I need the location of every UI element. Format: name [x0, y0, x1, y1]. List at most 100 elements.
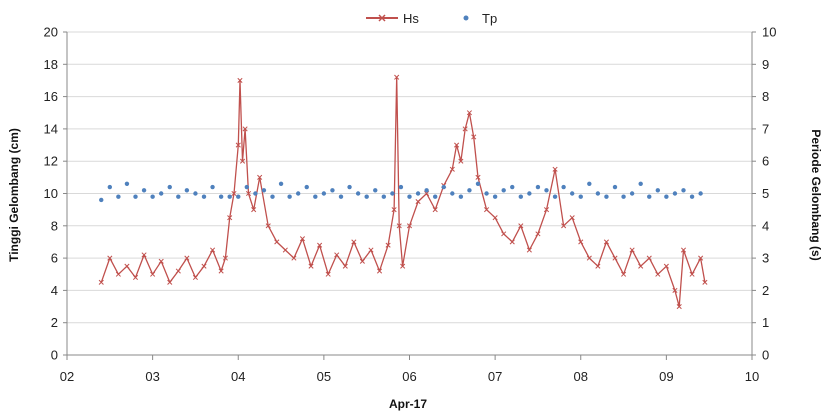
hs-point — [462, 126, 468, 132]
y2-tick-label-5: 5 — [762, 186, 769, 201]
hs-point — [227, 215, 233, 221]
tp-point — [398, 184, 404, 190]
hs-point — [466, 110, 472, 116]
hs-point — [359, 258, 365, 264]
hs-point — [432, 207, 438, 213]
tp-point — [561, 184, 566, 190]
y-tick-label-20: 20 — [44, 25, 58, 40]
hs-point — [385, 242, 391, 248]
hs-point — [612, 255, 618, 261]
x-tick-label-3: 03 — [145, 369, 159, 384]
tp-point — [510, 184, 515, 190]
y-tick-label-18: 18 — [44, 57, 58, 72]
x-tick-label-6: 06 — [402, 369, 416, 384]
hs-point — [655, 271, 661, 277]
hs-point — [535, 231, 541, 237]
tp-point — [330, 188, 335, 193]
hs-point — [621, 271, 627, 277]
tp-point — [595, 191, 601, 196]
hs-point — [586, 255, 592, 261]
tp-point — [681, 188, 686, 193]
y2-tick-label-0: 0 — [762, 348, 769, 363]
tp-point — [552, 194, 558, 199]
hs-point — [492, 215, 498, 221]
hs-point — [251, 207, 257, 213]
y2-tick-label-1: 1 — [762, 315, 769, 330]
hs-point — [274, 239, 280, 245]
tp-point — [441, 184, 446, 190]
tp-point — [261, 188, 267, 193]
hs-point — [334, 252, 340, 258]
y-tick-label-0: 0 — [51, 348, 58, 363]
hs-point — [245, 190, 252, 197]
hs-point — [107, 255, 113, 261]
hs-point — [475, 174, 481, 180]
hs-point — [689, 271, 695, 277]
hs-point — [141, 252, 147, 258]
tp-point — [698, 191, 703, 196]
x-tick-label-5: 05 — [317, 369, 331, 384]
tp-point — [278, 181, 284, 187]
tp-point — [176, 194, 181, 199]
hs-point — [239, 158, 246, 164]
hs-point — [291, 255, 297, 261]
hs-point — [552, 166, 558, 172]
hs-point — [115, 271, 121, 277]
hs-point — [325, 271, 331, 277]
hs-point — [702, 279, 708, 285]
hs-point — [458, 158, 464, 164]
y-tick-label-10: 10 — [44, 186, 58, 201]
tp-point — [304, 184, 309, 190]
tp-point — [347, 184, 352, 190]
hs-point — [342, 263, 348, 269]
hs-point — [317, 242, 323, 248]
tp-point — [578, 194, 583, 199]
tp-point — [629, 191, 635, 196]
hs-point — [132, 274, 139, 281]
y2-tick-label-2: 2 — [762, 283, 769, 298]
x-axis-title: Apr-17 — [389, 397, 427, 411]
tp-point — [664, 194, 669, 199]
hs-point — [501, 231, 507, 237]
tp-point — [321, 191, 327, 196]
hs-point — [484, 207, 490, 213]
hs-point — [308, 263, 314, 269]
tp-point — [381, 194, 387, 199]
legend-tp-label: Tp — [482, 11, 497, 26]
series-layer — [98, 74, 708, 310]
hs-point — [569, 215, 575, 221]
y-tick-label-8: 8 — [51, 218, 58, 233]
hs-point — [518, 223, 524, 229]
hs-point — [406, 223, 413, 229]
tp-point — [587, 181, 592, 187]
y-tick-label-6: 6 — [51, 251, 58, 266]
tp-point — [133, 194, 138, 199]
x-tick-label-10: 10 — [745, 369, 759, 384]
tp-point — [107, 184, 113, 190]
hs-point — [184, 255, 190, 261]
tp-point — [364, 194, 369, 199]
tp-point — [227, 194, 232, 199]
tp-point — [432, 194, 438, 199]
hs-point — [454, 142, 460, 148]
tp-point — [647, 194, 652, 199]
hs-point — [242, 126, 248, 132]
tp-point — [638, 181, 643, 187]
tp-point — [124, 181, 130, 187]
hs-point — [578, 239, 584, 245]
hs-point — [368, 247, 374, 253]
hs-point — [526, 247, 532, 253]
tp-point — [527, 191, 532, 196]
hs-point — [351, 239, 357, 245]
tp-point — [390, 191, 395, 196]
hs-point — [192, 274, 198, 281]
hs-point — [231, 190, 237, 197]
tp-point — [201, 194, 207, 199]
tp-point — [355, 191, 361, 196]
hs-point — [282, 247, 288, 253]
hs-point — [676, 303, 682, 310]
tp-point — [544, 188, 549, 193]
y2-tick-label-7: 7 — [762, 121, 769, 136]
